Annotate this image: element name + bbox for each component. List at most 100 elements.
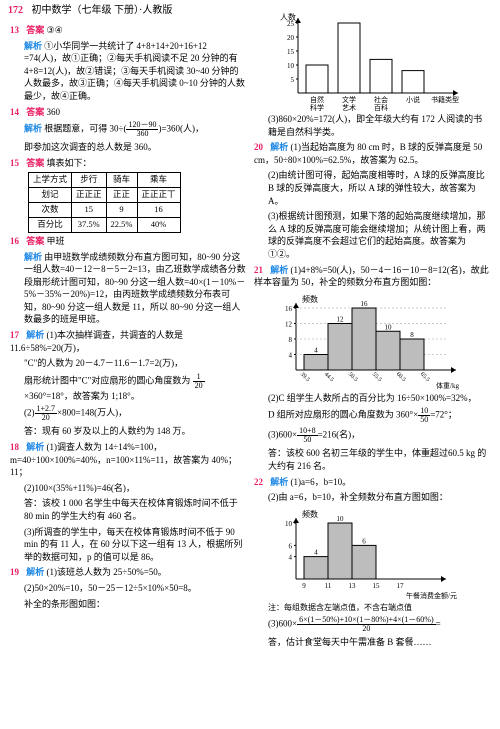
- q18-l2: (2)100×(35%+11%)=46(名)，: [10, 482, 246, 495]
- q14-num: 14: [10, 106, 24, 119]
- answer-label: 答案: [26, 158, 44, 168]
- q19-l1: (1)该班总人数为 25÷50%=50。: [47, 567, 167, 577]
- q17-l2c: ×360°=18°，故答案为 1;18°。: [24, 391, 140, 401]
- q21b-l2: D 组所对应扇形的圆心角度数为 360°×1050=72°；: [254, 407, 490, 424]
- jiexi-label: 解析: [26, 442, 44, 452]
- q16: 16 答案 甲班: [10, 235, 246, 248]
- cell: 正正正丅: [137, 188, 180, 203]
- svg-text:10: 10: [287, 62, 295, 70]
- cell: 37.5%: [72, 218, 107, 233]
- frac-d: 20: [35, 414, 58, 422]
- svg-text:10: 10: [337, 515, 345, 523]
- cell: 22.5%: [106, 218, 137, 233]
- svg-text:11: 11: [325, 582, 332, 590]
- svg-text:9: 9: [302, 582, 306, 590]
- jiexi-label: 解析: [270, 142, 288, 152]
- svg-text:50.5: 50.5: [347, 371, 359, 383]
- svg-text:16: 16: [285, 305, 293, 313]
- svg-text:10: 10: [385, 323, 393, 331]
- q20-l3: (3)根据统计图预测，如果下落的起始高度继续增加，那么 A 球的反弹高度可能会继…: [254, 210, 490, 260]
- q15-answer: 填表如下：: [47, 158, 92, 168]
- svg-text:文学: 文学: [342, 95, 356, 104]
- q22: 22 解析 (1)a=6，b=10。: [254, 476, 490, 489]
- q21b-l3: (3)600×10+850=216(名)，: [254, 427, 490, 444]
- right-column: 人数510152025自然科学文学艺术社会百科小说书籍类型 (3)860×20%…: [250, 4, 494, 651]
- frac-d: 20: [193, 382, 205, 390]
- cell: 乘车: [137, 173, 180, 188]
- q17-num: 17: [10, 329, 24, 342]
- q18-num: 18: [10, 441, 24, 454]
- svg-text:65.5: 65.5: [419, 371, 431, 383]
- answer-label: 答案: [26, 236, 44, 246]
- jiexi-label: 解析: [270, 265, 288, 275]
- q21b-l2a: D 组所对应扇形的圆心角度数为 360°×: [268, 410, 418, 420]
- svg-text:6: 6: [362, 537, 366, 545]
- q21b-l1: (2)C 组学生人数所占的百分比为 16÷50×100%=32%，: [254, 392, 490, 405]
- svg-text:12: 12: [285, 320, 293, 328]
- cell: 次数: [29, 203, 72, 218]
- q19: 19 解析 (1)该班总人数为 25÷50%=50。: [10, 566, 246, 579]
- svg-text:16: 16: [361, 300, 369, 308]
- q17-l3: (2)1+2.720×800=148(万人)，: [10, 405, 246, 422]
- chart2: 频数481216439.51244.51650.51055.5860.565.5…: [268, 292, 490, 392]
- q18-l4: (3)所调查的学生中，每天在校体育锻炼时间不低于 90 min 的有 11 人，…: [10, 526, 246, 564]
- cell: 步行: [72, 173, 107, 188]
- svg-text:15: 15: [373, 582, 381, 590]
- q17-l2a: "C"的人数为 20－4.7－11.6－1.7=2(万)，: [10, 357, 246, 370]
- cell: 骑车: [106, 173, 137, 188]
- q22-num: 22: [254, 476, 268, 489]
- svg-text:15: 15: [287, 48, 295, 56]
- q19b: (3)860×20%=172(人)，即全年级大约有 172 人阅读的书籍是自然科…: [254, 113, 490, 138]
- q22b-l2: 答，估计食堂每天中午需准备 B 套餐……: [254, 636, 490, 649]
- q14-jx-c: 即参加这次调查的总人数是 360。: [10, 141, 246, 154]
- cell: 15: [72, 203, 107, 218]
- svg-text:44.5: 44.5: [323, 371, 335, 383]
- svg-text:4: 4: [314, 346, 318, 354]
- q21-l1: (1)4+8%=50(人)，50－4－16－10－8=12(名)，故此样本容量为…: [254, 265, 489, 288]
- cell: 9: [106, 203, 137, 218]
- svg-text:百科: 百科: [374, 103, 388, 112]
- svg-text:小说: 小说: [406, 95, 420, 104]
- q15: 15 答案 填表如下：: [10, 157, 246, 170]
- svg-text:20: 20: [287, 34, 295, 42]
- q19-l2: (2)50×20%=10，50－25－12÷5×10%×50=8。: [10, 582, 246, 595]
- svg-text:6: 6: [289, 542, 293, 550]
- cell: 正正: [106, 188, 137, 203]
- q22b-l1b: =: [436, 618, 441, 628]
- q20-num: 20: [254, 141, 268, 154]
- q17-l3a: (2): [24, 408, 35, 418]
- svg-text:频数: 频数: [302, 294, 318, 304]
- svg-text:体重/kg: 体重/kg: [436, 381, 459, 390]
- q18-l3: 答：该校 1 000 名学生中每天在校体育锻炼时间不低于 80 min 的学生大…: [10, 497, 246, 522]
- svg-text:12: 12: [337, 315, 345, 323]
- cell: 16: [137, 203, 180, 218]
- q17-l3b: ×800=148(万人)，: [57, 408, 127, 418]
- svg-text:25: 25: [287, 20, 295, 28]
- svg-text:频数: 频数: [302, 509, 318, 519]
- svg-text:书籍类型: 书籍类型: [431, 95, 459, 104]
- chart3-note: 注：每组数据含左端点值，不含右端点值: [254, 602, 490, 613]
- cell: 百分比: [29, 218, 72, 233]
- page-title: 初中数学（七年级 下册）·人教版: [32, 5, 173, 16]
- q17-l2b-wrap: 扇形统计图中"C"对应扇形的圆心角度数为 120×360°=18°，故答案为 1…: [10, 373, 246, 403]
- q16-num: 16: [10, 235, 24, 248]
- chart1: 人数510152025自然科学文学艺术社会百科小说书籍类型: [268, 8, 490, 113]
- q14-jx-a: 根据题意，可得 30÷: [44, 124, 123, 134]
- svg-text:艺术: 艺术: [342, 103, 356, 112]
- svg-text:60.5: 60.5: [395, 371, 407, 383]
- cell: 正正正: [72, 188, 107, 203]
- chart3: 频数46104910116131517午餐消费金额/元: [268, 507, 490, 602]
- q20: 20 解析 (1)当起始高度为 80 cm 时，B 球的反弹高度是 50 cm，…: [254, 141, 490, 166]
- q16-jx: 解析 由甲班数学成绩频数分布直方图可知，80~90 分这一组人数=40－12－8…: [10, 251, 246, 327]
- svg-text:自然: 自然: [310, 95, 324, 104]
- chart3-svg: 频数46104910116131517午餐消费金额/元: [268, 507, 468, 602]
- jiexi-label: 解析: [26, 567, 44, 577]
- q14: 14 答案 360: [10, 106, 246, 119]
- q15-table: 上学方式步行骑车乘车 划记正正正正正正正正丅 次数15916 百分比37.5%2…: [28, 172, 181, 233]
- q19-num: 19: [10, 566, 24, 579]
- q18-l1: (1)调查人数为 14÷14%=100，m=40÷100×100%=40%，n=…: [10, 442, 237, 477]
- q16-answer: 甲班: [47, 236, 65, 246]
- q22b-l1a: (3)600×: [268, 618, 297, 628]
- svg-text:社会: 社会: [374, 95, 388, 104]
- svg-text:8: 8: [410, 331, 414, 339]
